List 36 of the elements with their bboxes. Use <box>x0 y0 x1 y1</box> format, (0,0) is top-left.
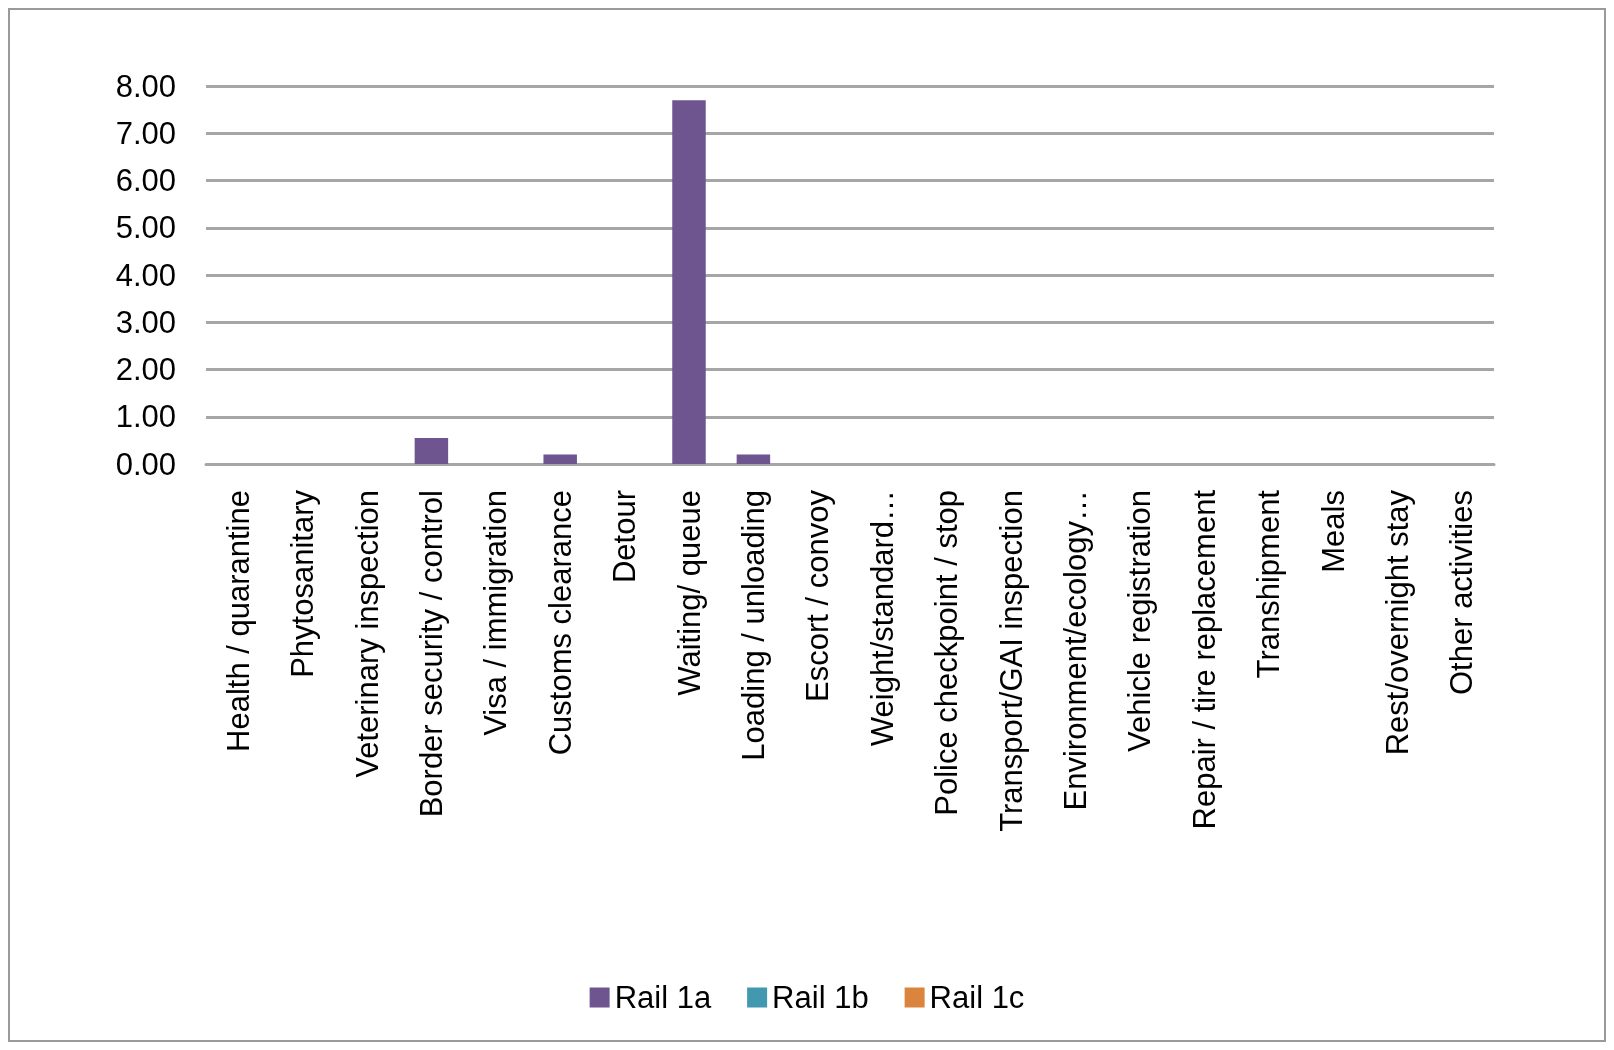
x-tick-label: Health / quarantine <box>220 490 256 752</box>
y-tick-label: 0.00 <box>115 446 176 482</box>
x-tick-label: Visa / immigration <box>478 490 514 736</box>
y-tick-label: 4.00 <box>115 257 176 293</box>
x-tick-label: Phytosanitary <box>285 489 321 678</box>
x-tick-label: Transport/GAI inspection <box>993 490 1029 832</box>
bar <box>543 454 577 464</box>
y-tick-label: 1.00 <box>115 399 176 435</box>
bar <box>414 438 449 464</box>
y-tick-label: 8.00 <box>115 68 176 104</box>
y-tick-label: 6.00 <box>115 163 176 198</box>
legend-label: Rail 1c <box>929 980 1025 1015</box>
x-tick-label: Customs clearance <box>542 490 578 756</box>
x-tick-label: Waiting/ queue <box>671 490 707 696</box>
x-tick-label: Repair / tire replacement <box>1186 489 1222 830</box>
y-tick-label: 5.00 <box>115 210 176 246</box>
legend-label: Rail 1a <box>614 980 712 1015</box>
y-tick-label: 7.00 <box>115 115 176 151</box>
x-tick-label: Detour <box>607 490 643 584</box>
bar <box>672 100 706 464</box>
x-tick-label: Transhipment <box>1251 489 1287 679</box>
x-tick-label: Vehicle registration <box>1122 490 1158 752</box>
x-tick-label: Escort / convoy <box>800 489 836 702</box>
bar <box>736 454 771 464</box>
x-tick-label: Meals <box>1315 490 1351 573</box>
x-tick-label: Loading / unloading <box>735 490 771 761</box>
legend-label: Rail 1b <box>772 980 869 1015</box>
y-tick-label: 3.00 <box>115 304 176 340</box>
x-tick-label: Veterinary inspection <box>349 490 385 778</box>
x-tick-label: Police checkpoint / stop <box>929 490 965 816</box>
x-tick-label: Rest/overnight stay <box>1379 489 1415 756</box>
x-tick-label: Weight/standard… <box>864 490 900 747</box>
x-tick-label: Other activities <box>1444 490 1480 696</box>
x-tick-label: Border security / control <box>413 490 449 818</box>
x-tick-label: Environment/ecology… <box>1057 490 1093 811</box>
y-tick-label: 2.00 <box>115 352 176 387</box>
